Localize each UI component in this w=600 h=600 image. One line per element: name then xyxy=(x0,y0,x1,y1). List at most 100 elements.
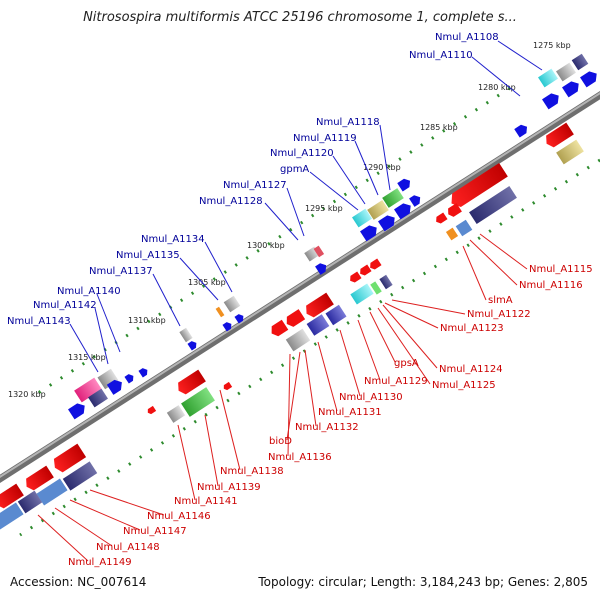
gene-feature xyxy=(271,319,289,337)
gene-label: Nmul_A1134 xyxy=(141,234,205,245)
gene-feature xyxy=(350,283,374,305)
gene-label: Nmul_A1110 xyxy=(409,50,473,61)
gene-feature xyxy=(17,490,43,514)
accession-text: Accession: NC_007614 xyxy=(10,575,147,589)
kbp-label: 1310 kbp xyxy=(128,316,166,325)
gene-feature xyxy=(451,163,508,207)
gene-label: Nmul_A1108 xyxy=(435,32,499,43)
kbp-label: 1290 kbp xyxy=(363,163,401,172)
gene-feature xyxy=(97,368,119,390)
gene-feature xyxy=(367,200,389,220)
gene-feature xyxy=(36,478,68,506)
gene-feature xyxy=(350,271,362,283)
gene-feature xyxy=(360,225,377,242)
gene-label: Nmul_A1128 xyxy=(199,196,263,207)
gene-label: gpmA xyxy=(280,164,309,175)
kbp-label: 1315 kbp xyxy=(68,353,106,362)
gene-feature xyxy=(286,309,306,327)
gene-label: Nmul_A1148 xyxy=(96,542,160,553)
gene-label: Nmul_A1140 xyxy=(57,286,121,297)
gene-label: Nmul_A1147 xyxy=(123,526,187,537)
lower-callouts xyxy=(37,233,528,562)
gene-label: Nmul_A1149 xyxy=(68,557,132,568)
kbp-label: 1275 kbp xyxy=(533,41,571,50)
gene-label: Nmul_A1122 xyxy=(467,309,531,320)
gene-label: Nmul_A1135 xyxy=(116,250,180,261)
gene-feature xyxy=(571,53,589,71)
gene-feature xyxy=(378,215,395,232)
gene-label: Nmul_A1146 xyxy=(147,511,211,522)
gene-label: Nmul_A1119 xyxy=(293,133,357,144)
gene-feature xyxy=(315,263,327,275)
gene-feature xyxy=(445,227,459,241)
gene-feature xyxy=(382,188,404,208)
gene-feature xyxy=(514,124,528,138)
gene-feature xyxy=(215,306,225,318)
gene-label: Nmul_A1116 xyxy=(519,280,583,291)
tick-track-inner xyxy=(19,158,600,537)
gene-feature xyxy=(448,203,462,217)
gene-feature xyxy=(222,322,232,332)
gene-feature xyxy=(234,314,244,324)
kbp-label: 1280 kbp xyxy=(478,83,516,92)
gene-feature xyxy=(0,502,24,530)
kbp-label: 1295 kbp xyxy=(305,204,343,213)
gene-label: Nmul_A1132 xyxy=(295,422,359,433)
gene-feature xyxy=(370,281,382,295)
chromosome-backbone xyxy=(0,91,600,483)
gene-feature xyxy=(187,341,197,351)
gene-feature xyxy=(306,292,334,318)
gene-label: Nmul_A1130 xyxy=(339,392,403,403)
gene-feature xyxy=(74,377,102,403)
gene-feature xyxy=(580,71,597,88)
gene-label: Nmul_A1118 xyxy=(316,117,380,128)
gene-feature xyxy=(409,195,421,207)
gene-label: gpsA xyxy=(394,358,419,369)
gene-label: bioD xyxy=(269,436,292,447)
gene-feature xyxy=(166,405,186,423)
gene-feature xyxy=(223,295,241,313)
gene-feature xyxy=(62,461,98,491)
kbp-label: 1300 kbp xyxy=(247,241,285,250)
gene-label: Nmul_A1125 xyxy=(432,380,496,391)
gene-label: Nmul_A1127 xyxy=(223,180,287,191)
gene-feature xyxy=(181,387,215,417)
map-title: Nitrosospira multiformis ATCC 25196 chro… xyxy=(83,10,517,25)
gene-feature xyxy=(0,483,24,509)
gene-feature xyxy=(455,219,473,237)
gene-feature xyxy=(546,122,574,148)
gene-feature xyxy=(106,379,122,395)
topology-summary: Topology: circular; Length: 3,184,243 bp… xyxy=(258,575,588,589)
kbp-label: 1305 kbp xyxy=(188,278,226,287)
gene-label: Nmul_A1137 xyxy=(89,266,153,277)
gene-feature xyxy=(542,93,559,110)
gene-feature xyxy=(26,465,54,491)
gene-feature xyxy=(285,328,311,352)
gene-label: Nmul_A1131 xyxy=(318,407,382,418)
kbp-label: 1285 kbp xyxy=(420,123,458,132)
gene-feature xyxy=(147,405,157,415)
gene-label: Nmul_A1141 xyxy=(174,496,238,507)
gene-feature xyxy=(556,139,584,165)
gene-feature xyxy=(379,274,393,290)
gene-label: Nmul_A1143 xyxy=(7,316,71,327)
gene-feature xyxy=(179,327,193,343)
gene-feature xyxy=(436,212,448,224)
gene-feature xyxy=(53,443,87,473)
gene-feature xyxy=(352,208,372,228)
gene-label: Nmul_A1124 xyxy=(439,364,503,375)
gene-feature xyxy=(68,403,85,420)
gene-feature xyxy=(556,62,576,82)
upper-callouts xyxy=(69,40,543,373)
kbp-label: 1320 kbp xyxy=(8,390,46,399)
gene-label: slmA xyxy=(488,295,513,306)
gene-label: Nmul_A1139 xyxy=(197,482,261,493)
gene-label: Nmul_A1138 xyxy=(220,466,284,477)
gene-feature xyxy=(360,264,372,276)
gene-feature xyxy=(88,388,108,408)
gene-feature xyxy=(469,186,517,224)
gene-label: Nmul_A1123 xyxy=(440,323,504,334)
gene-feature xyxy=(124,374,134,384)
gene-feature xyxy=(306,314,330,336)
